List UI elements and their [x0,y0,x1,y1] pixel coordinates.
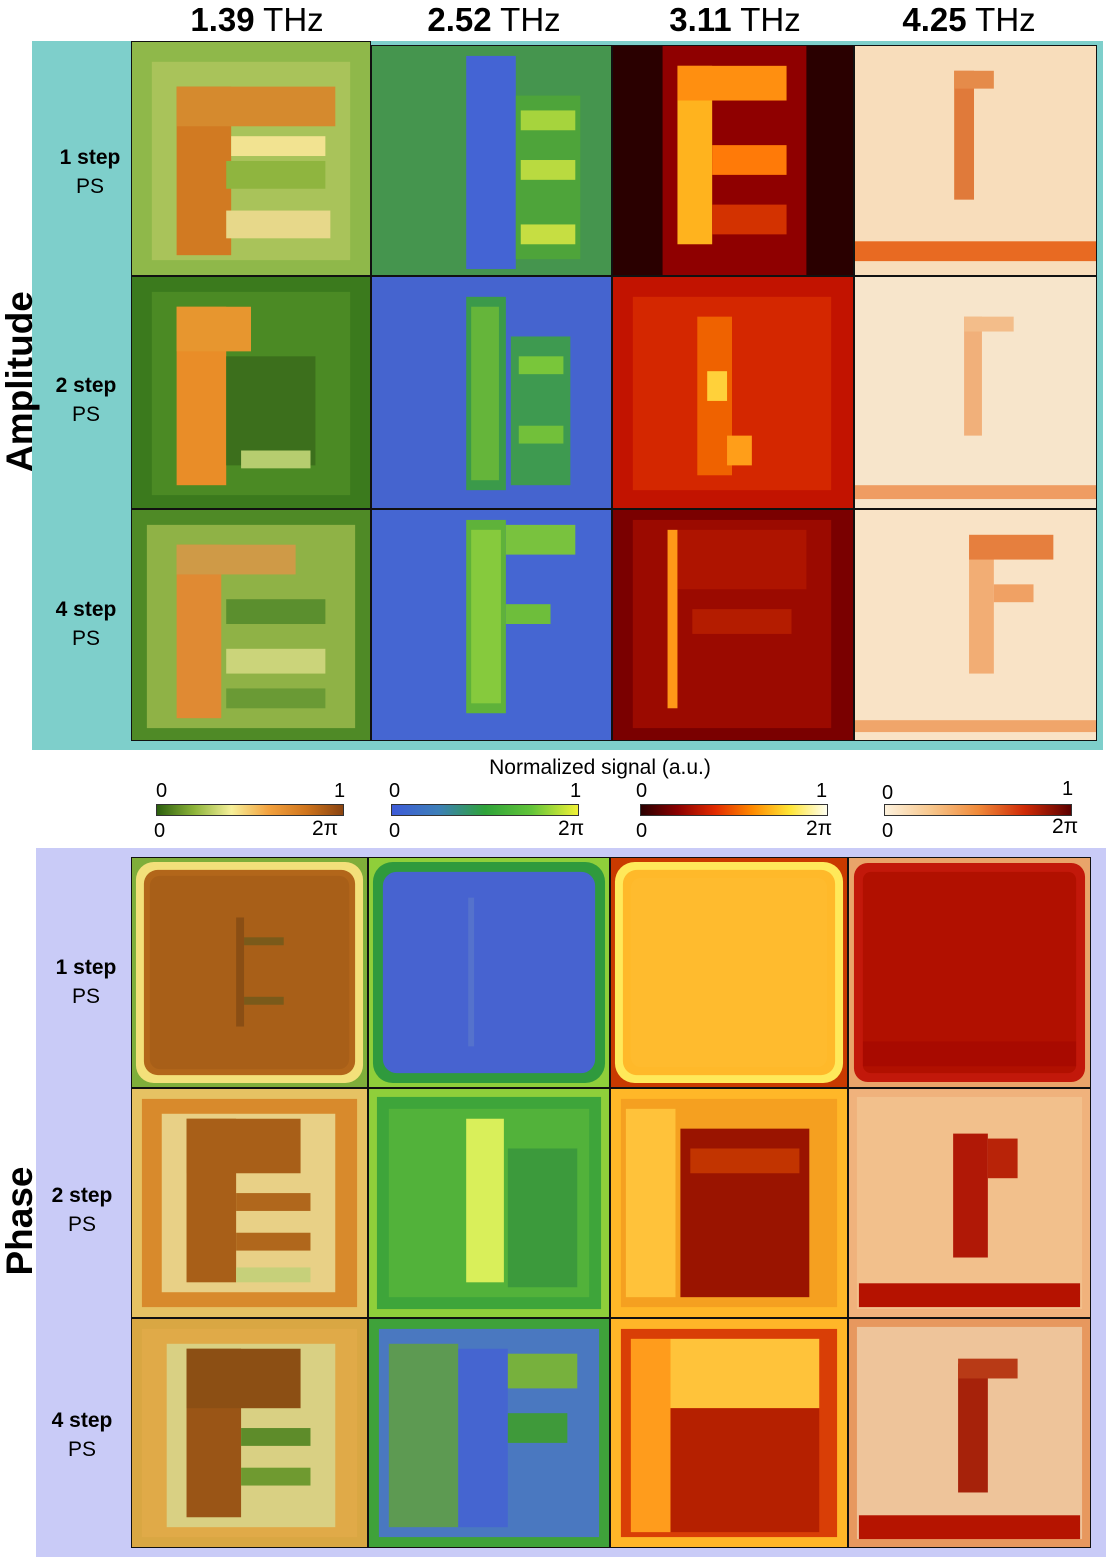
phase-tile-r3-c3 [610,1318,848,1548]
amp-tile-r1-c4 [854,45,1097,276]
row-label-amp-1: 1 step PS [40,143,140,201]
amp-tile-r3-c4 [854,509,1097,741]
row-label-amp-3: 4 step PS [36,595,136,653]
cbar-amp-max: 1 [816,780,828,802]
cbar-phase-min: 0 [882,820,894,842]
freq-value: 1.39 [190,1,255,38]
cbar-amp-max: 1 [570,780,582,802]
cbar-gradient [884,804,1072,816]
freq-unit: THz [263,1,324,38]
row-label-steps: 1 step [55,956,117,979]
freq-value: 3.11 [669,1,732,38]
phase-tile-r1-c1 [131,857,368,1088]
amp-tile-r3-c2 [371,509,612,741]
amp-tile-r2-c2 [371,276,612,509]
row-label-phase-1: 1 step PS [36,953,136,1011]
cbar-gradient [156,804,344,816]
amp-tile-r1-c1 [131,41,371,276]
cbar-phase-max: 2π [558,817,585,840]
cbar-amp-max: 1 [334,780,346,802]
amp-tile-r3-c1 [131,509,371,741]
amp-tile-r2-c1 [131,276,371,509]
cbar-gradient [640,804,828,816]
freq-unit: THz [740,1,801,38]
cbar-amp-min: 0 [882,782,894,804]
row-label-steps: 4 step [51,1409,113,1432]
phase-tile-r2-c3 [610,1088,848,1318]
phase-tile-r1-c4 [848,857,1091,1088]
phase-tile-r3-c2 [368,1318,610,1548]
row-label-ps: PS [71,403,100,426]
row-label-steps: 4 step [55,598,117,621]
amp-tile-r1-c2 [371,45,612,276]
cbar-phase-max: 2π [312,817,339,840]
freq-unit: THz [500,1,561,38]
row-label-ps: PS [67,1438,96,1461]
cbar-amp-min: 0 [636,780,648,802]
row-label-steps: 2 step [51,1184,113,1207]
phase-tile-r1-c3 [610,857,848,1088]
row-label-phase-2: 2 step PS [32,1181,132,1239]
amp-tile-r1-c3 [612,45,854,276]
phase-tile-r3-c4 [848,1318,1091,1548]
cbar-phase-max: 2π [1052,815,1079,838]
freq-header-3: 3.11 THz [615,0,855,40]
cbar-phase-min: 0 [389,820,401,842]
phase-tile-r2-c2 [368,1088,610,1318]
row-label-ps: PS [67,1213,96,1236]
row-label-steps: 2 step [55,374,117,397]
freq-value: 4.25 [902,1,967,38]
freq-header-4: 4.25 THz [849,0,1089,40]
cbar-amp-max: 1 [1062,778,1074,800]
amp-tile-r3-c3 [612,509,854,741]
cbar-amp-min: 0 [389,780,401,802]
cbar-phase-max: 2π [806,817,833,840]
cbar-phase-min: 0 [636,820,648,842]
row-label-amp-2: 2 step PS [36,371,136,429]
row-label-phase-3: 4 step PS [32,1406,132,1464]
amp-tile-r2-c4 [854,276,1097,509]
colorbar-title: Normalized signal (a.u.) [489,756,711,779]
cbar-phase-min: 0 [154,820,166,842]
row-label-ps: PS [71,985,100,1008]
row-label-steps: 1 step [59,146,121,169]
phase-tile-r2-c1 [131,1088,368,1318]
freq-header-2: 2.52 THz [374,0,614,40]
amp-tile-r2-c3 [612,276,854,509]
phase-tile-r1-c2 [368,857,610,1088]
phase-tile-r3-c1 [131,1318,368,1548]
cbar-gradient [391,804,579,816]
row-label-ps: PS [71,627,100,650]
row-label-ps: PS [75,175,104,198]
freq-value: 2.52 [427,1,492,38]
freq-header-1: 1.39 THz [137,0,377,40]
cbar-amp-min: 0 [156,780,168,802]
phase-tile-r2-c4 [848,1088,1091,1318]
freq-unit: THz [975,1,1036,38]
